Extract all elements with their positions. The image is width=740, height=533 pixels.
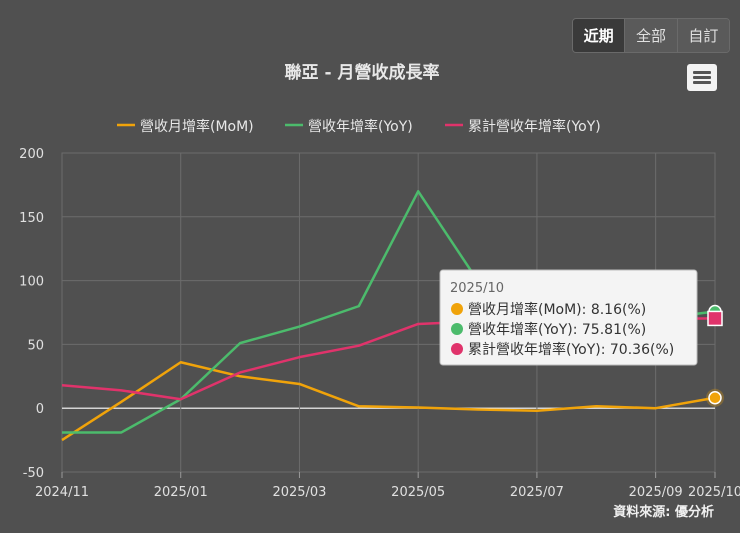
- tooltip-series-dot: [451, 343, 463, 355]
- x-tick-label: 2025/10: [688, 485, 740, 500]
- hover-marker-mom: [708, 391, 722, 405]
- y-tick-label: 200: [19, 147, 44, 162]
- hover-markers: [706, 304, 724, 407]
- tooltip-value: 營收年增率(YoY): 75.81(%): [468, 321, 646, 338]
- y-axis: 200 150 100 50 0 -50: [19, 147, 44, 481]
- tooltip-value: 累計營收年增率(YoY): 70.36(%): [468, 341, 674, 358]
- legend-label: 營收年增率(YoY): [308, 118, 413, 135]
- chart-title: 聯亞 - 月營收成長率: [285, 62, 440, 83]
- x-tick-label: 2025/03: [272, 485, 326, 500]
- x-axis: 2024/11 2025/01 2025/03 2025/05 2025/07 2025/…: [35, 472, 740, 500]
- range-all-button[interactable]: 全部: [625, 19, 678, 52]
- hamburger-menu-icon[interactable]: [687, 64, 717, 91]
- tooltip-series-dot: [451, 323, 463, 335]
- legend: 營收月增率(MoM) 營收年增率(YoY) 累計營收年增率(YoY): [117, 118, 601, 135]
- credit-text: 資料來源: 優分析: [613, 504, 714, 520]
- tooltip: 2025/10 營收月增率(MoM): 8.16(%) 營收年增率(YoY): 75…: [439, 269, 698, 366]
- y-tick-label: 0: [36, 402, 44, 417]
- hover-marker-cumulative: [707, 310, 723, 327]
- y-tick-label: 150: [19, 211, 44, 226]
- y-tick-label: -50: [23, 466, 44, 481]
- tooltip-header: 2025/10: [450, 281, 504, 296]
- x-tick-label: 2025/05: [391, 485, 445, 500]
- x-tick-label: 2024/11: [35, 485, 89, 500]
- tooltip-box: [439, 269, 698, 366]
- range-custom-button[interactable]: 自訂: [677, 19, 729, 52]
- x-tick-label: 2025/09: [629, 485, 683, 500]
- x-tick-label: 2025/01: [154, 485, 208, 500]
- y-tick-label: 100: [19, 275, 44, 290]
- tooltip-value: 營收月增率(MoM): 8.16(%): [468, 301, 646, 318]
- y-tick-label: 50: [27, 338, 44, 353]
- tooltip-series-dot: [451, 303, 463, 315]
- range-selector: 近期 全部 自訂: [572, 18, 730, 53]
- x-tick-label: 2025/07: [510, 485, 564, 500]
- legend-label: 累計營收年增率(YoY): [468, 118, 601, 135]
- series-line: [61, 361, 716, 442]
- range-recent-button[interactable]: 近期: [573, 19, 626, 52]
- legend-label: 營收月增率(MoM): [140, 118, 254, 135]
